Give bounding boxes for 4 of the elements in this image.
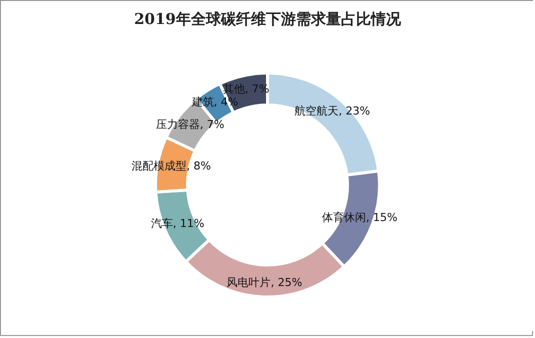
slice-label: 航空航天, 23% [294,104,370,118]
chart-title: 2019年全球碳纤维下游需求量占比情况 [134,10,402,28]
slice-label: 压力容器, 7% [156,118,224,131]
slice-label: 风电叶片, 25% [226,276,302,289]
